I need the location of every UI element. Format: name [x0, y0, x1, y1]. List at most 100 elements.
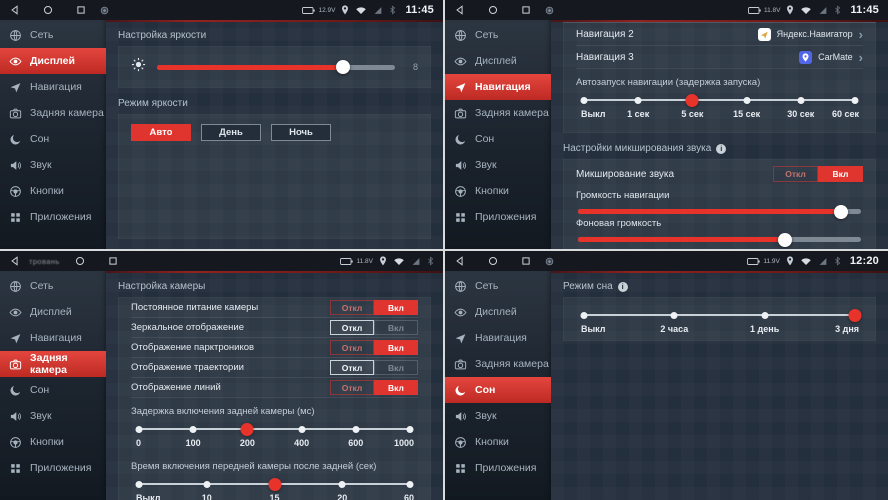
sidebar-item-sleep[interactable]: Сон	[0, 126, 106, 152]
sidebar-item-sleep[interactable]: Сон	[445, 377, 551, 403]
signal-icon	[818, 257, 828, 266]
back-icon[interactable]	[455, 5, 465, 15]
sidebar-item-sleep[interactable]: Сон	[445, 126, 551, 152]
slider-thumb[interactable]	[335, 60, 350, 74]
toggle-off[interactable]: Откл	[330, 340, 374, 355]
sidebar-item-sleep[interactable]: Сон	[0, 377, 106, 403]
nav3-row[interactable]: Навигация 3 CarMate ›	[576, 46, 863, 69]
recents-icon[interactable]	[76, 5, 86, 15]
sidebar-item-sound[interactable]: Звук	[445, 152, 551, 178]
sidebar-item-label: Кнопки	[30, 436, 64, 448]
sidebar-item-sound[interactable]: Звук	[445, 403, 551, 429]
toggle-on[interactable]: Вкл	[818, 166, 863, 182]
sidebar-item-navigation[interactable]: Навигация	[445, 325, 551, 351]
toggle-off[interactable]: Откл	[773, 166, 818, 182]
camera-icon	[454, 358, 467, 371]
sidebar-item-rear-camera[interactable]: Задняя камера	[445, 100, 551, 126]
mode-day-button[interactable]: День	[201, 124, 261, 141]
sidebar-item-apps[interactable]: Приложения	[445, 204, 551, 230]
camera-icon	[9, 107, 22, 120]
step-track[interactable]	[584, 99, 855, 101]
mode-auto-button[interactable]: Авто	[131, 124, 191, 141]
home-icon[interactable]	[75, 256, 85, 266]
recents-icon[interactable]	[521, 5, 531, 15]
toggle-on[interactable]: Вкл	[374, 340, 418, 355]
nav-volume-label: Громкость навигации	[576, 190, 670, 201]
status-bar: 11.8V 11:45	[445, 0, 888, 20]
sidebar-item-navigation[interactable]: Навигация	[0, 325, 106, 351]
sidebar-item-display[interactable]: Дисплей	[445, 299, 551, 325]
sidebar-item-label: Сон	[475, 384, 496, 396]
row-label: Навигация 2	[576, 28, 634, 40]
sidebar: Сеть Дисплей Навигация Задняя камера Сон Звук…	[0, 271, 106, 500]
toggle-off[interactable]: Откл	[330, 380, 374, 395]
status-bar: тровань 11.8V	[0, 251, 443, 271]
clock: 12:20	[849, 255, 879, 267]
toggle-on[interactable]: Вкл	[374, 320, 418, 335]
voltage-readout: 11.9V	[763, 257, 780, 265]
step-track[interactable]	[139, 428, 410, 430]
bg-volume-slider[interactable]	[578, 232, 861, 247]
sidebar-item-network[interactable]: Сеть	[0, 273, 106, 299]
brightness-slider[interactable]	[157, 60, 395, 74]
back-icon[interactable]	[455, 256, 465, 266]
sidebar-item-network[interactable]: Сеть	[445, 273, 551, 299]
home-icon[interactable]	[488, 256, 498, 266]
slider-thumb[interactable]	[777, 232, 792, 247]
sidebar-item-label: Сеть	[30, 280, 54, 292]
home-icon[interactable]	[488, 5, 498, 15]
nav-volume-slider[interactable]	[578, 204, 861, 219]
toggle-on[interactable]: Вкл	[374, 300, 418, 315]
sidebar-item-label: Звук	[30, 159, 52, 171]
sidebar-item-buttons[interactable]: Кнопки	[0, 178, 106, 204]
back-icon[interactable]	[10, 256, 20, 266]
recents-icon[interactable]	[521, 256, 531, 266]
globe-icon	[454, 29, 467, 42]
sidebar-item-display[interactable]: Дисплей	[0, 48, 106, 74]
camera-toggle-row: Отображение линий Откл Вкл	[131, 378, 418, 398]
step-track[interactable]	[584, 314, 855, 316]
sidebar: Сеть Дисплей Навигация Задняя камера Сон Звук…	[445, 271, 551, 500]
mode-night-button[interactable]: Ночь	[271, 124, 331, 141]
sidebar-item-buttons[interactable]: Кнопки	[0, 429, 106, 455]
sidebar-item-buttons[interactable]: Кнопки	[445, 178, 551, 204]
toggle-off[interactable]: Откл	[330, 360, 374, 375]
info-icon[interactable]	[716, 143, 727, 154]
red-divider	[551, 271, 888, 273]
sidebar-item-display[interactable]: Дисплей	[445, 48, 551, 74]
globe-icon	[454, 280, 467, 293]
sidebar-item-sound[interactable]: Звук	[0, 403, 106, 429]
slider-thumb[interactable]	[834, 204, 849, 219]
info-icon[interactable]	[617, 281, 628, 292]
chevron-right-icon: ›	[858, 26, 863, 42]
nav2-row[interactable]: Навигация 2 Яндекс.Навигатор ›	[576, 23, 863, 46]
content-panel: Навигация 2 Яндекс.Навигатор › Навигация…	[551, 20, 888, 249]
sidebar-item-navigation[interactable]: Навигация	[0, 74, 106, 100]
sidebar-item-rear-camera[interactable]: Задняя камера	[445, 351, 551, 377]
toggle-on[interactable]: Вкл	[374, 380, 418, 395]
toggle-on[interactable]: Вкл	[374, 360, 418, 375]
moon-icon	[454, 133, 467, 146]
content-panel: Настройка яркости 8 Режим яркости Авто Д…	[106, 20, 443, 249]
toggle-off[interactable]: Откл	[330, 320, 374, 335]
sidebar-item-network[interactable]: Сеть	[0, 22, 106, 48]
steering-wheel-icon	[9, 185, 22, 198]
sidebar-item-rear-camera[interactable]: Задняя камера	[0, 351, 106, 377]
home-icon[interactable]	[43, 5, 53, 15]
location-icon	[341, 5, 349, 15]
sidebar-item-display[interactable]: Дисплей	[0, 299, 106, 325]
send-icon	[9, 332, 22, 345]
screen-navigation-settings: 11.8V 11:45 Сеть Дисплей Навигация Задняя к…	[445, 0, 888, 249]
sidebar-item-apps[interactable]: Приложения	[445, 455, 551, 481]
sidebar-item-rear-camera[interactable]: Задняя камера	[0, 100, 106, 126]
sidebar-item-buttons[interactable]: Кнопки	[445, 429, 551, 455]
sidebar-item-apps[interactable]: Приложения	[0, 455, 106, 481]
recents-icon[interactable]	[108, 256, 118, 266]
back-icon[interactable]	[10, 5, 20, 15]
sidebar-item-network[interactable]: Сеть	[445, 22, 551, 48]
toggle-off[interactable]: Откл	[330, 300, 374, 315]
sidebar-item-apps[interactable]: Приложения	[0, 204, 106, 230]
sidebar-item-navigation[interactable]: Навигация	[445, 74, 551, 100]
sidebar-item-sound[interactable]: Звук	[0, 152, 106, 178]
